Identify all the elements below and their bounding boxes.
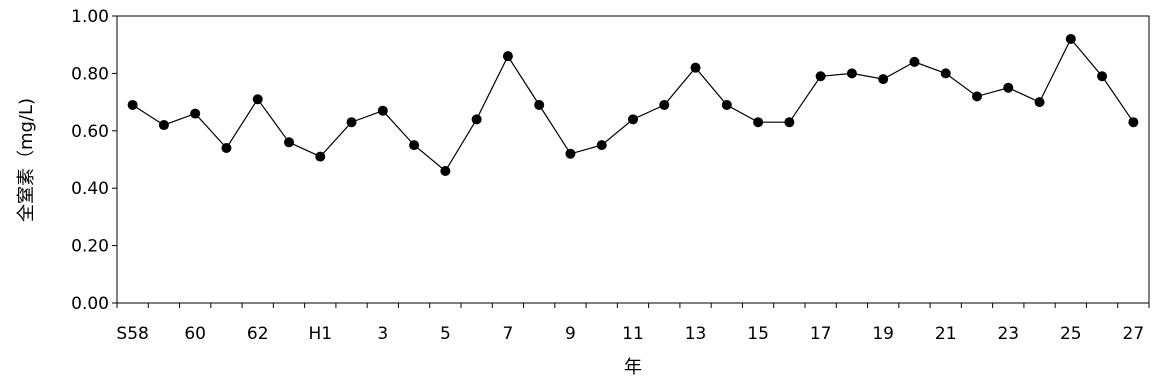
y-tick-label: 0.60 [71, 122, 109, 142]
data-point-H3 [377, 105, 388, 116]
x-tick-label: 11 [622, 324, 644, 344]
data-point-H6 [471, 114, 482, 125]
data-point-H20 [909, 56, 920, 67]
y-axis: 0.00 0.20 0.40 0.60 0.80 1.00 [71, 7, 117, 314]
y-tick-label: 0.40 [71, 179, 109, 199]
data-point-H4 [409, 140, 420, 151]
x-tick-label: 17 [810, 324, 832, 344]
series-total-nitrogen [127, 33, 1139, 176]
data-point-S59 [158, 120, 169, 131]
x-tick-label: 19 [872, 324, 894, 344]
x-tick-label: 27 [1123, 324, 1145, 344]
data-point-H26 [1097, 71, 1108, 82]
data-point-H18 [846, 68, 857, 79]
data-point-S63 [284, 137, 294, 148]
data-point-H10 [596, 140, 607, 151]
data-point-H13 [690, 62, 701, 73]
x-tick-label: 62 [247, 324, 269, 344]
y-tick-label: 0.80 [71, 64, 109, 84]
x-tick-label: H1 [308, 324, 332, 344]
y-tick-label: 0.00 [71, 294, 109, 314]
x-tick-label: 5 [440, 324, 451, 344]
data-point-H2 [346, 117, 357, 128]
data-point-S61 [221, 143, 232, 154]
x-tick-label: 21 [935, 324, 957, 344]
data-point-S62 [252, 94, 263, 105]
x-tick-label: 60 [184, 324, 206, 344]
plot-area-frame [116, 15, 1150, 304]
data-point-H27 [1128, 117, 1139, 128]
data-point-H9 [565, 148, 576, 159]
x-tick-label: 13 [685, 324, 707, 344]
data-point-H19 [878, 74, 889, 85]
data-point-H1 [315, 151, 326, 162]
data-point-H17 [815, 71, 826, 82]
x-tick-label: 15 [747, 324, 769, 344]
x-tick-label: S58 [116, 324, 148, 344]
data-point-H16 [784, 117, 795, 128]
x-tick-label: 25 [1060, 324, 1082, 344]
x-tick-label: 9 [565, 324, 576, 344]
data-point-H11 [628, 114, 638, 125]
data-point-H7 [502, 51, 513, 62]
x-axis-title: 年 [624, 357, 642, 378]
data-point-S58 [127, 99, 138, 110]
x-axis: S58 60 62 H1 3 5 7 9 11 13 15 17 19 21 23 25 27 [116, 303, 1150, 344]
x-tick-label: 23 [997, 324, 1019, 344]
data-point-H23 [1003, 82, 1014, 93]
data-point-H12 [659, 99, 670, 110]
data-point-H5 [440, 165, 451, 176]
data-point-H8 [534, 99, 545, 110]
data-point-H22 [972, 91, 982, 102]
y-tick-label: 0.20 [71, 237, 109, 257]
y-axis-title: 全窒素（mg/L) [16, 98, 37, 222]
data-point-S60 [190, 108, 201, 119]
data-point-H25 [1065, 33, 1076, 44]
x-tick-label: 7 [502, 324, 513, 344]
data-point-H21 [940, 68, 951, 79]
y-tick-label: 1.00 [71, 7, 109, 27]
data-point-H24 [1034, 97, 1045, 108]
data-point-H14 [721, 99, 732, 110]
x-tick-label: 3 [377, 324, 388, 344]
data-point-H15 [753, 117, 764, 128]
series-line [132, 37, 1134, 172]
